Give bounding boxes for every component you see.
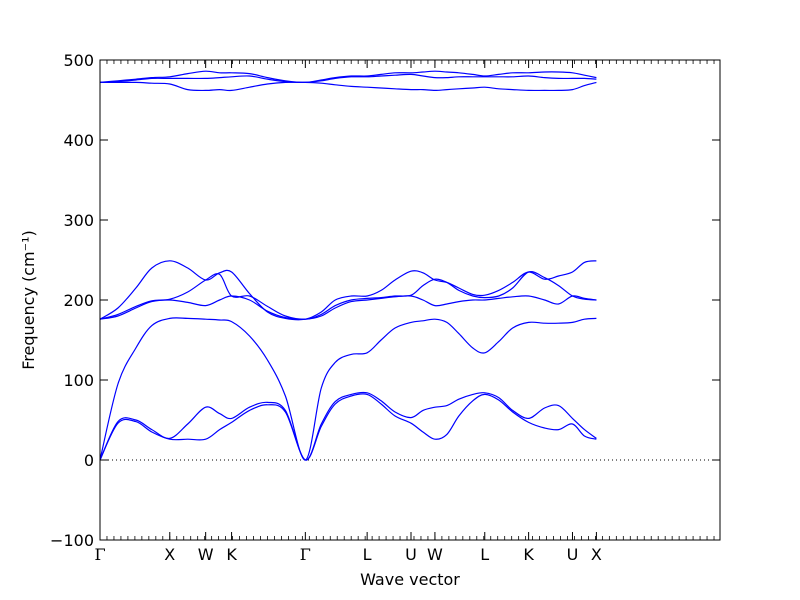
x-tick-label: W [198,545,214,564]
y-axis-label: Frequency (cm⁻¹) [19,230,38,369]
x-tick-label: Γ [300,545,311,564]
y-tick-label: 300 [63,211,94,230]
branch-line-7 [99,81,597,92]
y-tick-label: 500 [63,51,94,70]
x-tick-label: K [523,545,534,564]
branch-line-2 [99,391,597,461]
y-tick-label: 0 [84,451,94,470]
phonon-branches [99,70,597,461]
plot-frame [99,59,721,541]
x-tick-label: K [226,545,237,564]
x-tick-label: L [363,545,372,564]
y-tick-label: 100 [63,371,94,390]
branch-line-4 [99,295,597,320]
x-tick-label: X [591,545,602,564]
branch-line-9 [99,70,597,84]
branch-line-1 [99,393,597,461]
y-tick-label: −100 [50,531,94,550]
plot-area-background [100,60,720,540]
x-tick-label: Γ [94,545,105,564]
branch-line-3 [99,317,597,461]
x-tick-label: X [164,545,175,564]
x-tick-label: W [427,545,443,564]
y-axis-ticks: −100 0 100 200 300 400 500 [50,51,720,550]
x-tick-label: U [567,545,579,564]
branch-line-5 [99,271,597,320]
x-tick-label: L [480,545,489,564]
x-tick-label: U [405,545,417,564]
y-tick-label: 400 [63,131,94,150]
branch-line-6 [99,260,597,321]
y-tick-label: 200 [63,291,94,310]
branch-line-8 [99,73,597,84]
x-axis-label: Wave vector [360,570,460,589]
x-minor-ticks [99,60,715,540]
